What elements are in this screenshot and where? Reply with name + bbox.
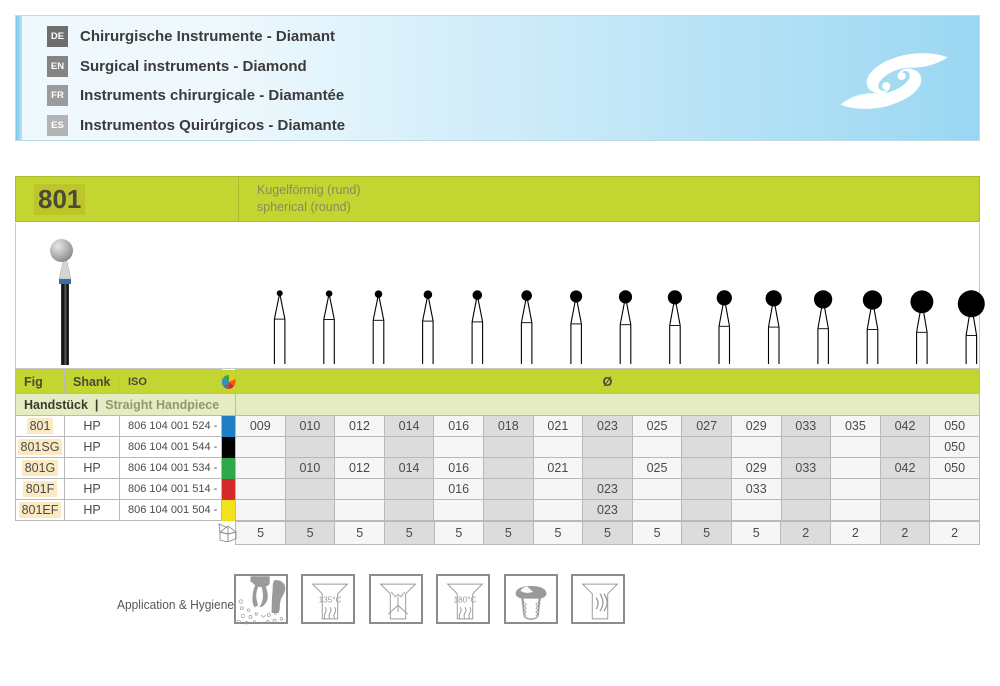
svg-text:180°C: 180°C bbox=[454, 595, 477, 604]
svg-text:135°C: 135°C bbox=[319, 595, 342, 604]
